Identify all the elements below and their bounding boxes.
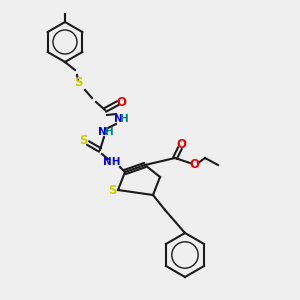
Text: S: S bbox=[74, 76, 82, 89]
Text: NH: NH bbox=[103, 157, 121, 167]
Text: N: N bbox=[114, 114, 122, 124]
Text: N: N bbox=[98, 127, 106, 137]
Text: H: H bbox=[105, 127, 113, 137]
Text: O: O bbox=[176, 137, 186, 151]
Text: S: S bbox=[79, 134, 87, 148]
Text: S: S bbox=[108, 184, 116, 196]
Text: H: H bbox=[120, 114, 128, 124]
Text: O: O bbox=[116, 95, 126, 109]
Text: O: O bbox=[189, 158, 199, 170]
